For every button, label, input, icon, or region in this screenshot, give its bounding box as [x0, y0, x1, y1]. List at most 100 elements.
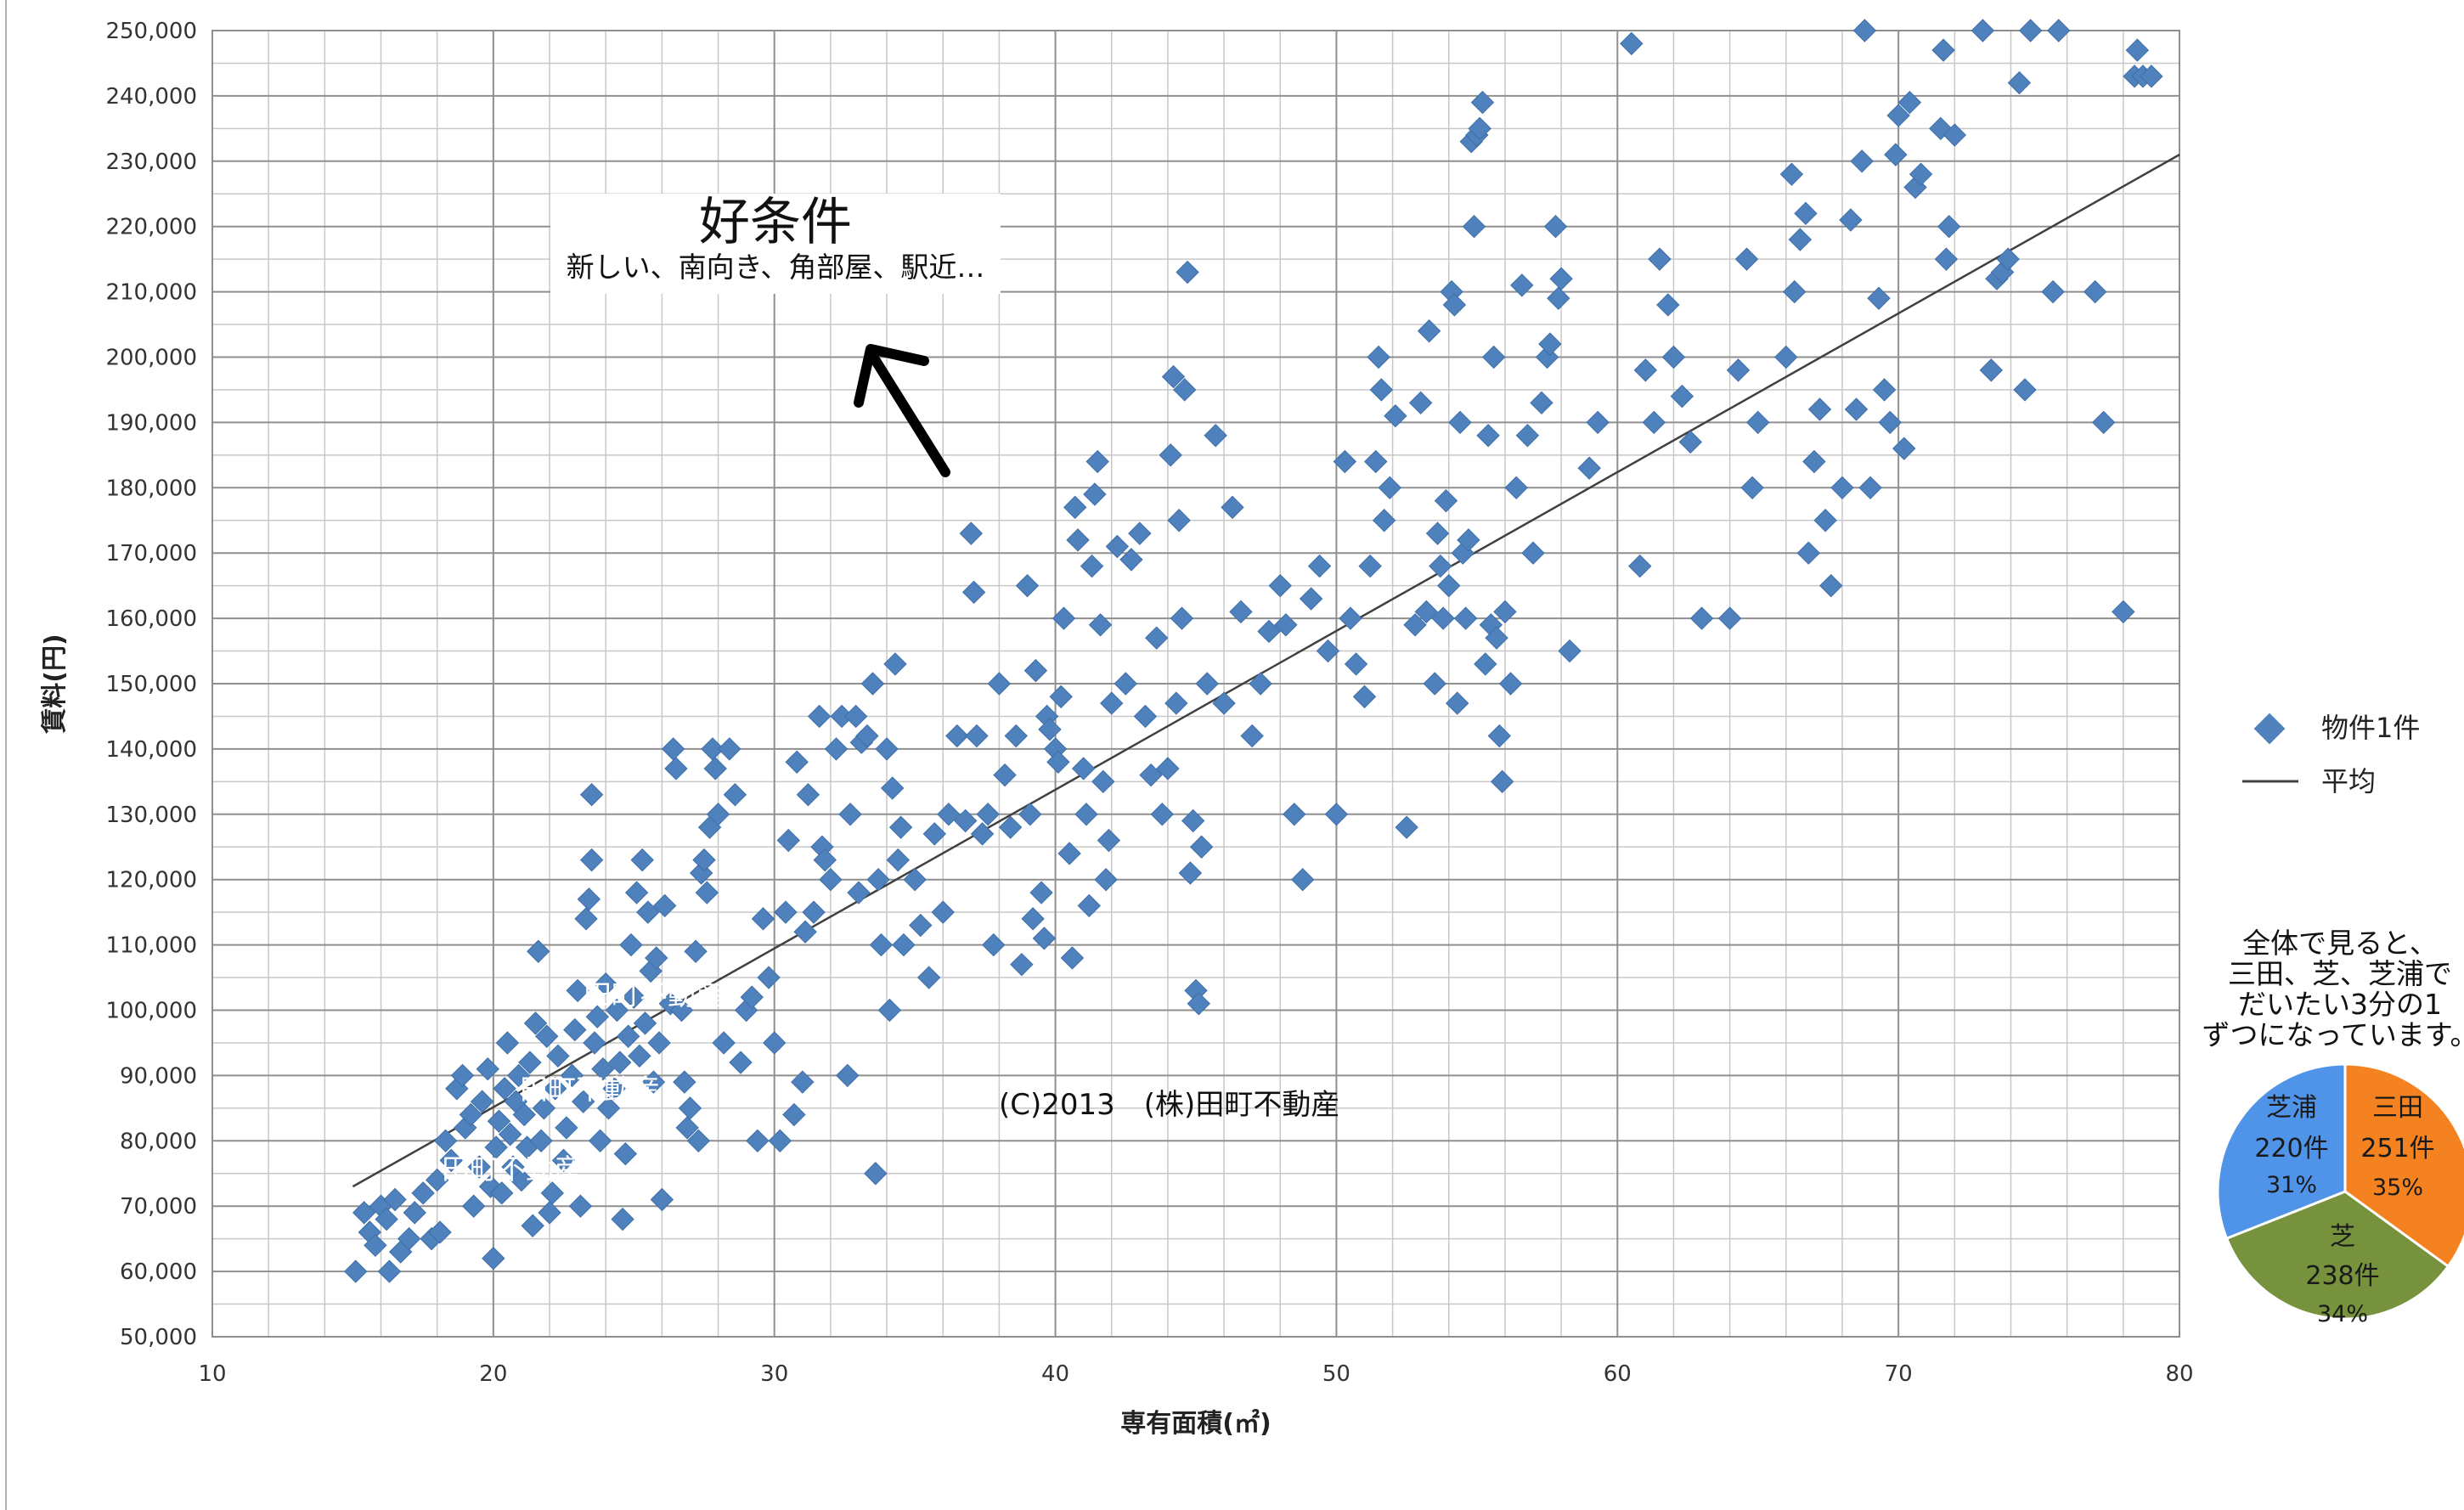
data-point	[802, 900, 826, 924]
data-point	[883, 652, 907, 676]
data-point	[613, 1141, 638, 1166]
data-point	[1085, 449, 1109, 474]
x-axis-ticks: 10 20 30 40 50 60 70 80	[198, 1361, 2193, 1387]
data-point	[1774, 345, 1798, 369]
data-point	[1324, 803, 1349, 826]
data-point	[1482, 345, 1506, 369]
data-point	[1097, 828, 1121, 853]
data-point	[1425, 521, 1450, 545]
data-point	[1878, 410, 1902, 435]
data-point	[866, 867, 890, 892]
data-point	[1077, 893, 1101, 918]
scatter-series	[344, 19, 2163, 1283]
data-point	[1187, 992, 1211, 1016]
y-tick-label: 100,000	[105, 999, 197, 1024]
data-point	[1414, 600, 1439, 624]
data-point	[678, 1096, 702, 1120]
data-point	[1656, 293, 1680, 317]
data-point	[740, 985, 764, 1009]
data-point	[2007, 70, 2032, 95]
data-point	[2047, 19, 2071, 42]
data-point	[1316, 639, 1340, 663]
data-point	[596, 1096, 621, 1120]
data-point	[1504, 476, 1528, 500]
pie-label-shibaura-count: 220件	[2254, 1134, 2328, 1163]
x-tick-label: 60	[1604, 1361, 1632, 1387]
data-point	[411, 1181, 435, 1205]
data-point	[1442, 293, 1467, 317]
data-point	[965, 724, 989, 748]
y-tick-label: 50,000	[120, 1325, 197, 1350]
data-point	[1057, 842, 1081, 865]
data-point	[1558, 639, 1582, 663]
data-point	[1372, 509, 1396, 532]
data-point	[1648, 247, 1672, 271]
data-point	[602, 1077, 626, 1101]
data-point	[1850, 149, 1874, 173]
data-point	[2112, 600, 2135, 624]
data-point	[588, 1129, 612, 1153]
y-tick-label: 120,000	[105, 868, 197, 893]
data-point	[1490, 769, 1514, 794]
data-point	[439, 1148, 463, 1173]
data-point	[1156, 757, 1180, 780]
data-point	[566, 978, 589, 1003]
y-tick-label: 230,000	[105, 149, 197, 175]
data-point	[1139, 763, 1163, 787]
data-point	[692, 848, 716, 872]
data-point	[892, 932, 916, 957]
data-point	[450, 1063, 475, 1088]
data-point	[976, 803, 1000, 826]
data-point	[1195, 672, 1219, 696]
data-point	[1352, 685, 1377, 709]
data-point	[1515, 424, 1540, 448]
data-point	[1586, 410, 1610, 435]
data-point	[645, 946, 668, 970]
data-point	[1796, 541, 1820, 565]
data-point	[793, 920, 817, 944]
y-tick-label: 210,000	[105, 280, 197, 306]
data-point	[1462, 214, 1486, 239]
data-point	[776, 828, 800, 853]
data-point	[1307, 554, 1332, 578]
pie-label-mita-count: 251件	[2360, 1134, 2434, 1163]
x-tick-label: 70	[1885, 1361, 1913, 1387]
data-point	[1339, 606, 1362, 630]
data-point	[1159, 443, 1182, 467]
data-point	[2018, 19, 2043, 42]
data-point	[1021, 907, 1045, 931]
data-point	[510, 1168, 533, 1192]
data-point	[695, 881, 719, 904]
pie-label-shibaura-name: 芝浦	[2266, 1093, 2317, 1123]
data-point	[903, 867, 927, 892]
data-point	[1094, 867, 1118, 892]
pie-label-shibaura-percent: 31%	[2266, 1172, 2317, 1198]
data-point	[1088, 613, 1113, 637]
data-point	[523, 1011, 548, 1035]
data-point	[1066, 528, 1090, 552]
data-point	[377, 1259, 402, 1283]
data-point	[2041, 279, 2065, 304]
data-point	[532, 1096, 556, 1120]
data-point	[1010, 952, 1034, 977]
data-point	[824, 737, 849, 761]
data-point	[1453, 606, 1478, 630]
data-point	[1538, 332, 1562, 356]
x-tick-label: 10	[198, 1361, 226, 1387]
data-point	[1071, 757, 1096, 780]
data-point	[1620, 31, 1644, 56]
data-point	[1897, 90, 1922, 115]
data-point	[1867, 286, 1891, 310]
data-point	[1204, 424, 1227, 448]
data-point	[675, 1116, 699, 1140]
data-point	[1378, 476, 1401, 500]
data-point	[1872, 378, 1897, 402]
data-point	[1909, 162, 1933, 186]
legend: 物件1件 平均	[2242, 712, 2420, 797]
data-point	[746, 1129, 770, 1153]
data-point	[1083, 482, 1107, 506]
data-point	[579, 848, 604, 872]
data-point	[579, 783, 604, 807]
data-point	[467, 1155, 492, 1179]
